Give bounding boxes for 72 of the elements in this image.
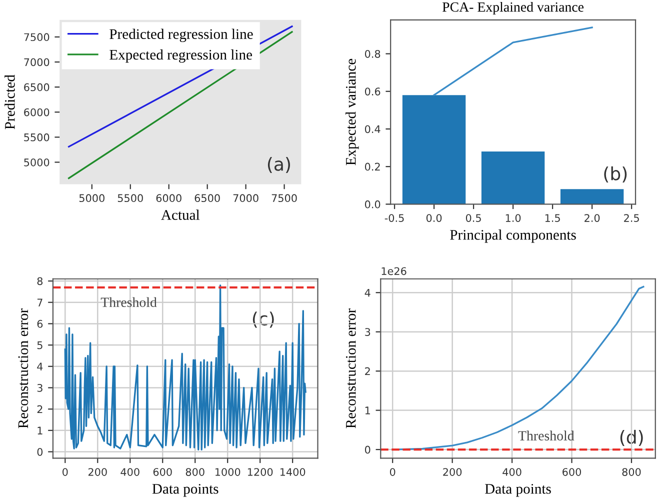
x-tick-label: 200: [443, 468, 462, 476]
x-axis-title: Principal components: [450, 230, 576, 243]
y-axis-title: Predicted: [4, 74, 15, 130]
y-tick-label: 3: [365, 328, 370, 336]
y-tick-label: 4: [364, 288, 370, 297]
x-tick-label: 0.5: [466, 214, 481, 222]
y-tick-label: 7000: [24, 58, 50, 66]
x-tick-label: -0.5: [384, 214, 404, 222]
y-tick-label: 6500: [24, 83, 50, 92]
y-tick-label: 0: [364, 446, 370, 454]
x-axis-title: Data points: [485, 484, 551, 497]
x-tick-label: 600: [153, 468, 172, 476]
x-tick-label: 0.0: [426, 214, 442, 222]
x-tick-label: 1.0: [506, 214, 521, 222]
annotation: (b): [604, 166, 627, 183]
x-tick-label: 1400: [280, 468, 306, 476]
y-tick-label: 5: [37, 341, 42, 350]
y-tick-label: 5500: [24, 133, 50, 142]
x-axis-title: Data points: [152, 484, 218, 497]
y-tick-label: 8: [37, 277, 43, 286]
y-tick-label: 2: [37, 405, 42, 414]
y-tick-label: 2: [365, 367, 370, 376]
y-tick-label: 6000: [24, 108, 50, 116]
y-axis-title: Reconstruction error: [18, 308, 28, 428]
x-tick-label: 0: [62, 468, 68, 476]
y-tick-label: 0.8: [364, 50, 380, 58]
bar: [481, 152, 545, 204]
x-tick-label: 400: [502, 468, 522, 476]
y-tick-label: 3: [37, 384, 42, 392]
y-axis-title: Reconstruction error: [346, 308, 356, 428]
x-tick-label: 5000: [79, 194, 104, 202]
y-tick-label: 0.0: [364, 200, 380, 208]
x-tick-label: 200: [88, 468, 107, 476]
bar: [402, 95, 466, 204]
x-tick-label: 0: [390, 468, 396, 476]
y-tick-label: 6: [37, 320, 43, 328]
x-tick-label: 800: [186, 468, 204, 476]
x-tick-label: 800: [622, 468, 641, 476]
annotation: (d): [620, 430, 643, 446]
y-tick-label: 7: [37, 298, 42, 306]
x-tick-label: 600: [562, 468, 582, 476]
chart-title: PCA- Explained variance: [442, 2, 584, 15]
x-axis-title: Actual: [161, 210, 200, 220]
y-tick-label: 5000: [24, 158, 50, 166]
y-tick-label: 0.4: [364, 125, 380, 134]
x-tick-label: 6500: [194, 194, 220, 202]
annotation: (a): [268, 156, 290, 174]
y-tick-label: 0.6: [364, 88, 380, 96]
x-tick-label: 7500: [272, 194, 297, 202]
y-tick-label: 4: [37, 362, 43, 370]
x-tick-label: 1200: [248, 468, 273, 476]
x-tick-label: 7000: [233, 194, 258, 202]
x-tick-label: 6000: [156, 194, 182, 202]
line-series: [64, 284, 306, 450]
x-tick-label: 2.5: [624, 214, 639, 222]
y-axis-title: Expected variance: [346, 58, 359, 166]
y-tick-label: 1: [365, 406, 370, 414]
legend-label: Expected regression line: [110, 49, 252, 63]
x-tick-label: 1000: [215, 468, 240, 476]
x-tick-label: 400: [120, 468, 140, 476]
y-tick-label: 0.2: [364, 162, 380, 171]
text: 1e26: [382, 267, 406, 276]
y-tick-label: 1: [38, 426, 42, 434]
x-tick-label: 2.0: [584, 214, 600, 222]
x-tick-label: 5500: [118, 194, 143, 202]
ref-line-label: Threshold: [518, 430, 574, 440]
bar: [560, 189, 624, 204]
x-tick-label: 1.5: [545, 214, 560, 222]
ref-line-label: Threshold: [100, 297, 157, 308]
legend-label: Predicted regression line: [110, 28, 253, 42]
y-tick-label: 0: [37, 448, 43, 456]
y-tick-label: 7500: [24, 33, 50, 42]
